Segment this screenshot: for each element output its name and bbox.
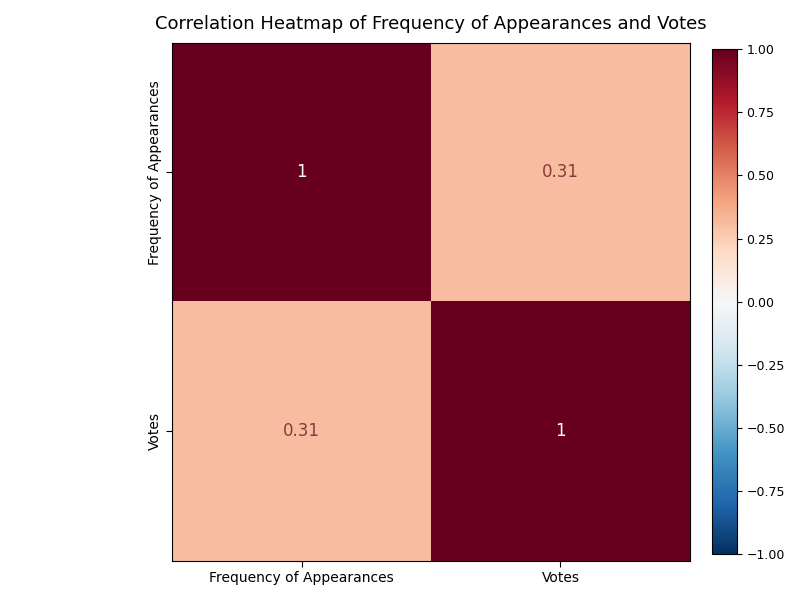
Text: 0.31: 0.31 xyxy=(283,422,320,440)
Text: 0.31: 0.31 xyxy=(542,163,579,181)
Text: 1: 1 xyxy=(555,422,566,440)
Text: 1: 1 xyxy=(296,163,307,181)
Title: Correlation Heatmap of Frequency of Appearances and Votes: Correlation Heatmap of Frequency of Appe… xyxy=(155,15,707,33)
